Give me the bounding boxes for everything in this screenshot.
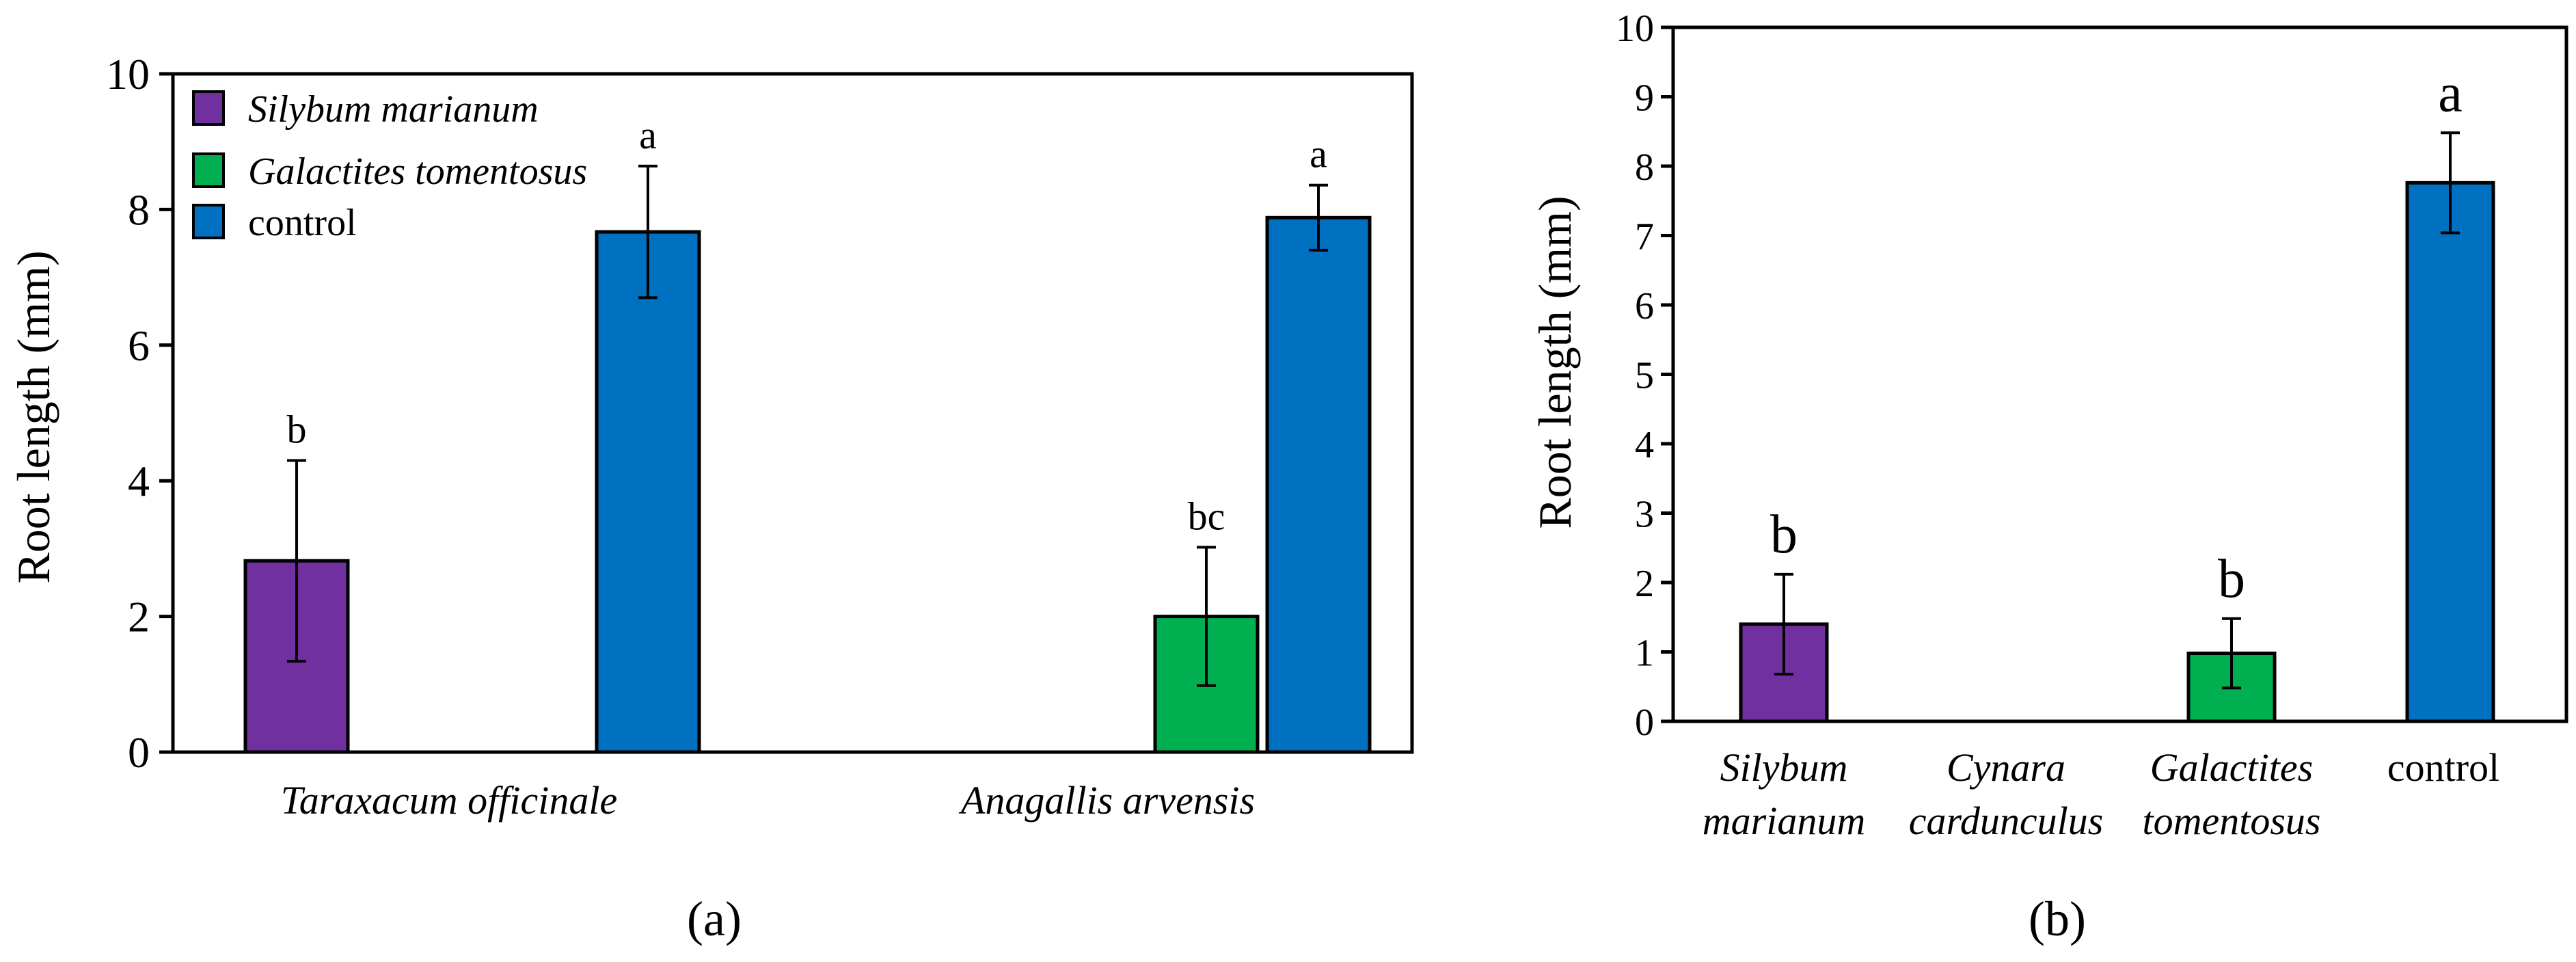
panel-b-y-tick-label: 7 [1635, 216, 1654, 258]
panel-a-significance-letter: a [639, 113, 657, 157]
panel-a-significance-letter: bc [1188, 494, 1225, 538]
panel-b-significance-letter: b [2218, 549, 2245, 609]
panel-a-significance-letter: a [1310, 132, 1327, 176]
panel-b-significance-letter: b [1770, 505, 1798, 565]
panel-b-x-tick-label: Cynara [1947, 745, 2065, 790]
panel-a-legend-entry: control [248, 202, 357, 244]
panel-a-chart: Root length (mm) (a) 0 2 4 6 8 10 b bc a a Taraxac… [8, 50, 1414, 946]
panel-a-bar [1265, 215, 1372, 754]
panel-b-x-tick-label: marianum [1703, 799, 1865, 843]
panel-b-y-tick-label: 9 [1635, 77, 1654, 120]
panel-a-significance-letter: b [287, 407, 307, 451]
panel-a-x-tick-label: Taraxacum officinale [281, 778, 617, 823]
panel-b-y-tick-label: 1 [1635, 632, 1654, 675]
panel-a-legend-swatch [192, 90, 225, 126]
panel-a-y-tick-label: 6 [128, 321, 150, 370]
panel-a-y-tick-label: 8 [128, 185, 150, 234]
panel-b-bar [2405, 181, 2495, 723]
panel-b-y-axis-label: Root length (mm) [1529, 196, 1581, 529]
panel-b-y-tick-label: 10 [1616, 8, 1654, 50]
panel-b-x-tick-label: cardunculus [1909, 799, 2104, 843]
panel-b-y-tick-label: 0 [1635, 702, 1654, 744]
panel-b-y-tick-label: 5 [1635, 355, 1654, 397]
panel-a-y-tick-label: 2 [128, 593, 150, 641]
panel-a-label: (a) [687, 892, 742, 946]
panel-b-x-tick-label: Galactites [2150, 745, 2313, 790]
panel-b-y-tick-label: 8 [1635, 146, 1654, 189]
panel-a-bar [595, 230, 701, 754]
panel-b-significance-letter: a [2438, 63, 2463, 123]
panel-b-label: (b) [2029, 892, 2086, 946]
panel-a-y-tick-label: 0 [128, 728, 150, 777]
panel-a-plot-frame [171, 72, 1414, 754]
panel-b-x-tick-label: Silybum [1720, 745, 1848, 790]
panel-b-y-tick-label: 6 [1635, 285, 1654, 328]
panel-b-x-tick-label: control [2387, 745, 2499, 790]
panel-b-y-tick-label: 4 [1635, 424, 1654, 466]
panel-b-y-tick-label: 3 [1635, 494, 1654, 536]
panel-a-y-axis-label: Root length (mm) [8, 250, 59, 583]
panel-a-y-tick-label: 4 [128, 457, 150, 505]
panel-a-legend-swatch [192, 152, 225, 188]
panel-a-legend-swatch [192, 204, 225, 239]
panel-a-y-tick-label: 10 [106, 50, 150, 98]
panel-b-x-tick-label: tomentosus [2143, 799, 2321, 843]
panel-a-legend-entry: Silybum marianum [248, 88, 539, 131]
panel-b-chart: Root length (mm) (b) 0 1 2 3 4 5 6 7 8 9 10 b b a Sily… [1529, 8, 2568, 946]
panel-a-legend-entry: Galactites tomentosus [248, 150, 587, 193]
panel-b-y-tick-label: 2 [1635, 563, 1654, 605]
panel-a-x-tick-label: Anagallis arvensis [958, 778, 1255, 823]
